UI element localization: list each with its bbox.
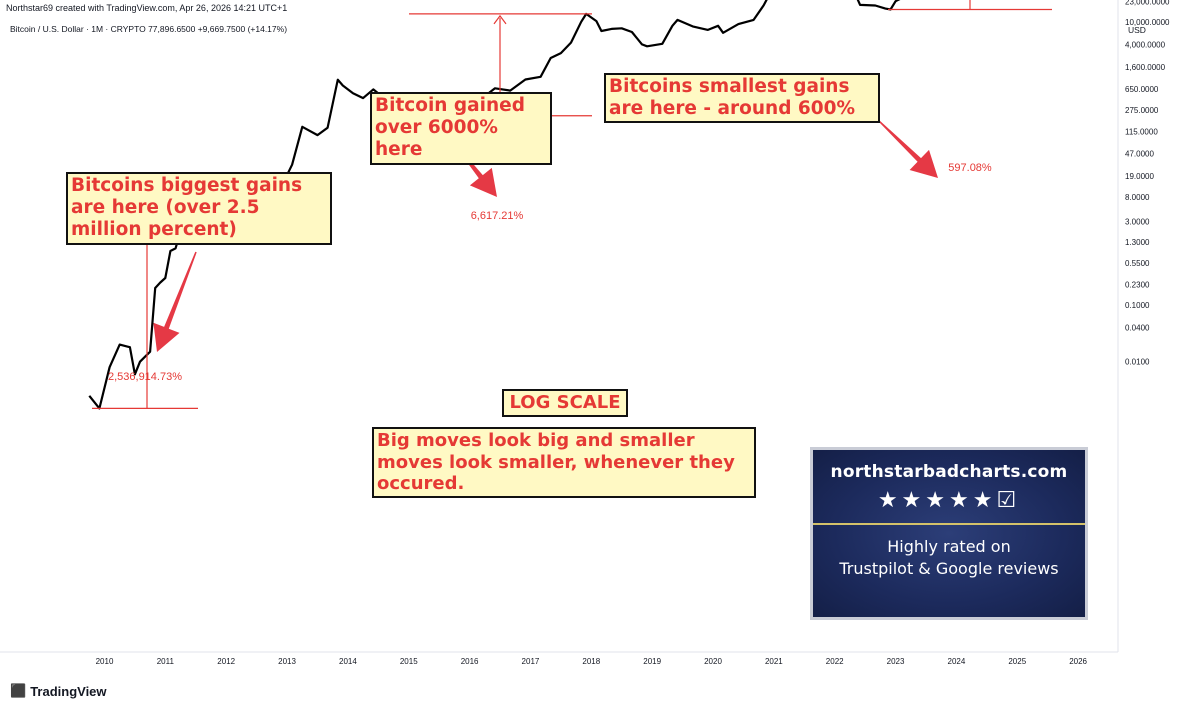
y-tick-label: 0.2300: [1125, 281, 1150, 290]
tradingview-logo-icon: ⬛: [10, 683, 27, 698]
created-by-line: Northstar69 created with TradingView.com…: [6, 3, 288, 13]
y-tick-label: 0.0400: [1125, 324, 1150, 333]
pointer-arrow-biggest: [153, 251, 197, 352]
x-tick-label: 2014: [339, 657, 357, 666]
y-tick-label: 1,600.0000: [1125, 63, 1166, 72]
x-tick-label: 2023: [887, 657, 905, 666]
badge-line1: Highly rated on: [887, 537, 1011, 556]
star-rating-icon: ★★★★★☑: [877, 488, 1021, 513]
y-tick-label: 3.0000: [1125, 217, 1150, 226]
y-tick-label: 47.0000: [1125, 150, 1154, 159]
y-tick-label: 650.0000: [1125, 85, 1159, 94]
tradingview-brand[interactable]: ⬛ TradingView: [10, 683, 107, 699]
badge-divider: [813, 523, 1085, 525]
x-tick-label: 2020: [704, 657, 722, 666]
y-tick-label: 0.5500: [1125, 259, 1150, 268]
x-tick-label: 2017: [522, 657, 540, 666]
badge-site: northstarbadcharts.com: [830, 462, 1068, 482]
x-tick-label: 2019: [643, 657, 661, 666]
badge-line2: Trustpilot & Google reviews: [839, 559, 1059, 578]
x-tick-label: 2025: [1008, 657, 1026, 666]
currency-label: USD: [1128, 25, 1146, 35]
measure-percent-label: 597.08%: [948, 162, 992, 174]
y-tick-label: 19.0000: [1125, 172, 1154, 181]
symbol-legend: Bitcoin / U.S. Dollar · 1M · CRYPTO 77,8…: [10, 24, 288, 34]
x-tick-label: 2012: [217, 657, 235, 666]
measure-percent-label: 6,617.21%: [471, 210, 524, 222]
y-tick-label: 23,000.0000: [1125, 0, 1170, 6]
x-tick-label: 2010: [96, 657, 114, 666]
x-tick-label: 2015: [400, 657, 418, 666]
callout-smallest-gains: Bitcoins smallest gains are here - aroun…: [604, 73, 880, 124]
y-tick-label: 275.0000: [1125, 106, 1159, 115]
x-tick-label: 2011: [157, 657, 175, 666]
promo-badge: northstarbadcharts.com ★★★★★☑ Highly rat…: [810, 447, 1088, 620]
y-tick-label: 4,000.0000: [1125, 40, 1166, 49]
x-tick-label: 2021: [765, 657, 783, 666]
callout-biggest-gains: Bitcoins biggest gains are here (over 2.…: [66, 172, 332, 245]
x-tick-label: 2026: [1069, 657, 1087, 666]
pointer-arrow-smallest: [877, 119, 938, 178]
y-tick-label: 0.1000: [1125, 301, 1150, 310]
x-tick-label: 2018: [582, 657, 600, 666]
x-tick-label: 2013: [278, 657, 296, 666]
measure-percent-label: 2,536,914.73%: [108, 371, 182, 383]
y-tick-label: 10,000.0000: [1125, 18, 1170, 27]
callout-log-scale: LOG SCALE: [502, 389, 628, 417]
y-tick-label: 8.0000: [1125, 193, 1150, 202]
x-tick-label: 2022: [826, 657, 844, 666]
brand-label: TradingView: [30, 683, 107, 699]
y-tick-label: 1.3000: [1125, 238, 1150, 247]
callout-middle-gains: Bitcoin gained over 6000% here: [370, 92, 552, 165]
x-tick-label: 2016: [461, 657, 479, 666]
measure-arrowhead: [493, 14, 507, 25]
x-tick-label: 2024: [948, 657, 966, 666]
callout-explanation: Big moves look big and smaller moves loo…: [372, 427, 756, 498]
y-tick-label: 115.0000: [1125, 128, 1158, 137]
y-tick-label: 0.0100: [1125, 358, 1150, 367]
